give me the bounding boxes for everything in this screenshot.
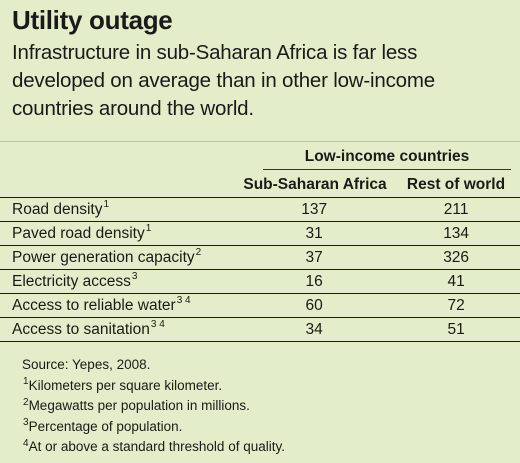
data-table: Road density1 137 211 Paved road density… xyxy=(0,197,520,342)
value-ssa: 60 xyxy=(305,296,323,314)
value-rest: 51 xyxy=(447,320,465,338)
row-label: Access to sanitation3 4 xyxy=(12,319,165,338)
footnote: 4At or above a standard threshold of qua… xyxy=(23,437,285,454)
value-ssa: 37 xyxy=(305,248,323,266)
column-header-ssa: Sub-Saharan Africa xyxy=(243,176,387,193)
footnote-mark: 3 4 xyxy=(150,319,165,331)
value-rest: 134 xyxy=(443,224,470,242)
footnote-mark: 2 xyxy=(195,247,202,259)
column-header-rest: Rest of world xyxy=(406,176,506,193)
footnote: 1Kilometers per square kilometer. xyxy=(23,376,223,393)
footnote: 2Megawatts per population in millions. xyxy=(23,396,250,413)
group-header: Low-income countries xyxy=(263,148,511,170)
value-rest: 211 xyxy=(443,200,469,218)
row-label: Paved road density1 xyxy=(12,223,152,242)
source-note: Source: Yepes, 2008. xyxy=(22,357,151,372)
value-ssa: 34 xyxy=(305,320,323,338)
row-label: Access to reliable water3 4 xyxy=(12,295,191,314)
footnote-mark: 1 xyxy=(145,223,152,235)
table-row: Access to sanitation3 4 34 51 xyxy=(0,317,520,342)
row-label: Electricity access3 xyxy=(12,271,138,290)
header-divider xyxy=(0,141,520,142)
table-row: Paved road density1 31 134 xyxy=(0,221,520,245)
table-row: Electricity access3 16 41 xyxy=(0,269,520,293)
title: Utility outage xyxy=(12,5,173,35)
row-label: Road density1 xyxy=(12,199,110,218)
value-ssa: 16 xyxy=(305,272,323,290)
table-row: Access to reliable water3 4 60 72 xyxy=(0,293,520,317)
table-row: Power generation capacity2 37 326 xyxy=(0,245,520,269)
footnote: 3Percentage of population. xyxy=(23,417,183,434)
footnote-mark: 3 4 xyxy=(176,295,191,307)
value-rest: 41 xyxy=(447,272,465,290)
value-ssa: 31 xyxy=(305,224,323,242)
value-rest: 326 xyxy=(443,248,470,266)
row-label: Power generation capacity2 xyxy=(12,247,202,266)
value-rest: 72 xyxy=(447,296,465,314)
value-ssa: 137 xyxy=(301,200,328,218)
footnotes: Source: Yepes, 2008. 1Kilometers per squ… xyxy=(22,355,285,458)
footnote-mark: 3 xyxy=(131,271,138,283)
footnote-mark: 1 xyxy=(103,199,110,211)
table-row: Road density1 137 211 xyxy=(0,197,520,221)
subtitle: Infrastructure in sub-Saharan Africa is … xyxy=(12,41,435,120)
